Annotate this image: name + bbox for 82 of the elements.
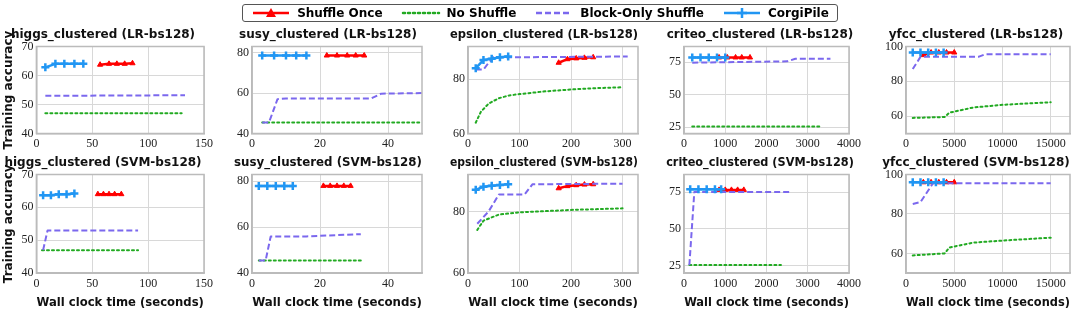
y-tick-label: 75 — [669, 54, 681, 69]
x-tick-label: 0 — [465, 135, 471, 150]
x-tick-label: 0 — [249, 275, 255, 290]
y-tick-label: 60 — [891, 245, 903, 260]
y-tick-label: 40 — [237, 125, 249, 140]
y-tick-label: 80 — [237, 173, 249, 188]
y-tick-label: 80 — [891, 206, 903, 221]
y-tick-label: 60 — [891, 108, 903, 123]
x-tick-label: 5000 — [942, 275, 967, 290]
y-tick-label: 25 — [669, 257, 681, 272]
x-axis-title: Wall clock time (seconds) — [906, 294, 1070, 309]
y-tick-label: 80 — [453, 203, 465, 218]
x-tick-label: 200 — [562, 275, 581, 290]
x-tick-label: 3000 — [795, 275, 820, 290]
legend-label: Shuffle Once — [297, 6, 383, 20]
x-axis-title: Wall clock time (seconds) — [252, 294, 422, 309]
x-tick-label: 2000 — [754, 135, 779, 150]
y-tick-label: 60 — [21, 67, 34, 82]
x-tick-label: 100 — [510, 275, 529, 290]
x-axis-title: Wall clock time (seconds) — [36, 294, 204, 309]
x-tick-label: 15000 — [1035, 275, 1066, 290]
x-tick-label: 100 — [510, 135, 529, 150]
x-tick-label: 10000 — [987, 135, 1018, 150]
x-tick-label: 15000 — [1035, 135, 1066, 150]
x-tick-label: 1000 — [713, 135, 738, 150]
x-tick-label: 4000 — [837, 135, 861, 150]
x-tick-label: 100 — [139, 275, 158, 290]
x-tick-label: 150 — [195, 275, 213, 290]
y-tick-label: 75 — [669, 184, 681, 199]
x-tick-label: 40 — [382, 135, 394, 150]
chart-title: criteo_clustered (LR-bs128) — [666, 27, 854, 43]
x-tick-label: 200 — [562, 135, 581, 150]
y-tick-label: 25 — [669, 119, 681, 134]
y-tick-label: 50 — [669, 86, 681, 101]
x-tick-label: 3000 — [795, 135, 820, 150]
x-tick-label: 0 — [249, 135, 255, 150]
x-tick-label: 0 — [681, 135, 687, 150]
y-tick-label: 80 — [891, 73, 903, 88]
x-tick-label: 300 — [613, 275, 632, 290]
x-tick-label: 150 — [195, 135, 213, 150]
legend-label: Block-Only Shuffle — [580, 6, 705, 20]
x-tick-label: 4000 — [837, 275, 861, 290]
x-axis-title: Wall clock time (seconds) — [468, 294, 638, 309]
legend-label: CorgiPile — [768, 6, 829, 20]
y-tick-label: 60 — [453, 125, 465, 140]
x-tick-label: 100 — [139, 135, 158, 150]
x-tick-label: 40 — [382, 275, 394, 290]
x-tick-label: 10000 — [987, 275, 1018, 290]
chart-title: criteo_clustered (SVM-bs128) — [666, 155, 854, 171]
x-tick-label: 0 — [681, 275, 687, 290]
x-tick-label: 20 — [314, 135, 326, 150]
chart-title: yfcc_clustered (SVM-bs128) — [882, 155, 1070, 171]
y-tick-label: 80 — [453, 71, 465, 86]
y-tick-label: 60 — [237, 85, 249, 100]
chart-title: epsilon_clustered (LR-bs128) — [450, 27, 638, 43]
legend-label: No Shuffle — [446, 6, 517, 20]
y-tick-label: 40 — [237, 265, 249, 280]
x-tick-label: 2000 — [754, 275, 779, 290]
chart-title: susy_clustered (LR-bs128) — [239, 27, 417, 43]
chart-title: epsilon_clustered (SVM-bs128) — [450, 154, 638, 171]
y-tick-label: 60 — [453, 265, 465, 280]
x-tick-label: 50 — [86, 275, 99, 290]
x-tick-label: 0 — [903, 275, 909, 290]
y-tick-label: 50 — [21, 232, 34, 247]
y-tick-label: 40 — [21, 265, 34, 280]
x-tick-label: 300 — [613, 135, 632, 150]
x-tick-label: 0 — [465, 275, 471, 290]
chart-title: susy_clustered (SVM-bs128) — [234, 155, 422, 171]
x-tick-label: 20 — [314, 275, 326, 290]
x-tick-label: 50 — [86, 135, 99, 150]
y-tick-label: 60 — [237, 219, 249, 234]
x-tick-label: 0 — [33, 135, 40, 150]
x-tick-label: 0 — [33, 275, 40, 290]
y-tick-label: 60 — [21, 199, 34, 214]
y-tick-label: 80 — [237, 44, 249, 59]
y-tick-label: 40 — [21, 125, 34, 140]
y-tick-label: 50 — [21, 96, 34, 111]
x-tick-label: 5000 — [942, 135, 967, 150]
x-tick-label: 1000 — [713, 275, 738, 290]
y-tick-label: 50 — [669, 221, 681, 236]
x-tick-label: 0 — [903, 135, 909, 150]
x-axis-title: Wall clock time (seconds) — [684, 294, 849, 309]
